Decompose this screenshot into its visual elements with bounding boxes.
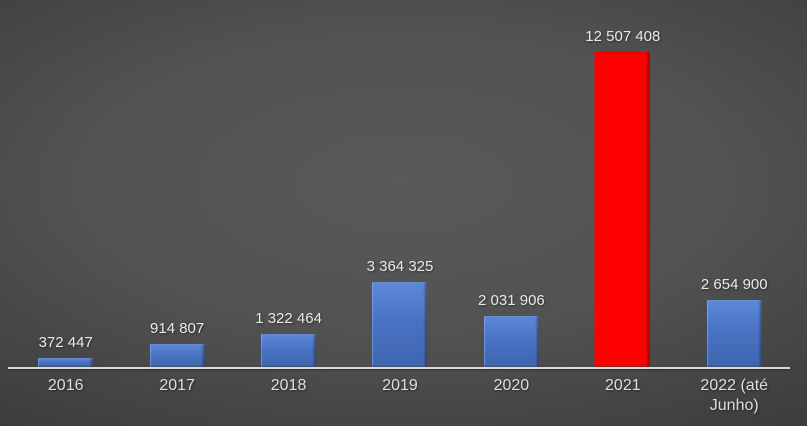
x-tick-label-2019: 2019: [344, 376, 455, 416]
x-tick-label-2016: 2016: [10, 376, 121, 416]
x-tick-label-2018: 2018: [233, 376, 344, 416]
x-tick-label-2021: 2021: [567, 376, 678, 416]
bar-column-2021: 12 507 408: [567, 28, 678, 367]
x-tick-label-text: 2016: [47, 377, 84, 394]
x-axis-labels: 2016 2017 2018 2019 2020 2021 2022 (até Junho): [10, 376, 790, 416]
bar-column-2018: 1 322 464: [233, 310, 344, 367]
bar-column-2022: 2 654 900: [679, 276, 790, 367]
bar-column-2017: 914 807: [121, 320, 232, 367]
bar-2022: [706, 300, 762, 367]
bar-2017: [149, 344, 205, 367]
value-label: 3 364 325: [366, 258, 434, 275]
value-label: 914 807: [150, 320, 205, 337]
value-label: 12 507 408: [585, 28, 661, 45]
bar-2016: [38, 358, 94, 367]
x-tick-label-text: 2018: [270, 377, 307, 394]
bar-2018: [261, 334, 317, 367]
value-label: 1 322 464: [255, 310, 322, 327]
value-label: 2 031 906: [478, 292, 545, 309]
bar-column-2016: 372 447: [10, 334, 121, 367]
x-tick-label-2017: 2017: [121, 376, 232, 416]
plot-area: 372 447 914 807 1 322 464 3 364 325 2 031 90…: [10, 0, 790, 367]
x-tick-label-text: 2017: [159, 377, 195, 394]
bar-2019: [372, 282, 428, 367]
bar-2021: [595, 52, 651, 367]
bar-column-2020: 2 031 906: [456, 292, 567, 367]
x-tick-label-2020: 2020: [456, 376, 567, 416]
x-tick-label-2022: 2022 (até Junho): [679, 376, 790, 416]
value-label: 2 654 900: [700, 276, 768, 293]
x-tick-label-text: 2020: [493, 377, 530, 394]
bar-2020: [483, 316, 539, 367]
value-label: 372 447: [38, 334, 93, 351]
x-tick-label-text: 2022 (até Junho): [700, 377, 769, 414]
x-axis-line: [8, 367, 790, 369]
x-tick-label-text: 2021: [605, 377, 641, 394]
x-tick-label-text: 2019: [382, 377, 418, 394]
bar-column-2019: 3 364 325: [344, 258, 455, 367]
